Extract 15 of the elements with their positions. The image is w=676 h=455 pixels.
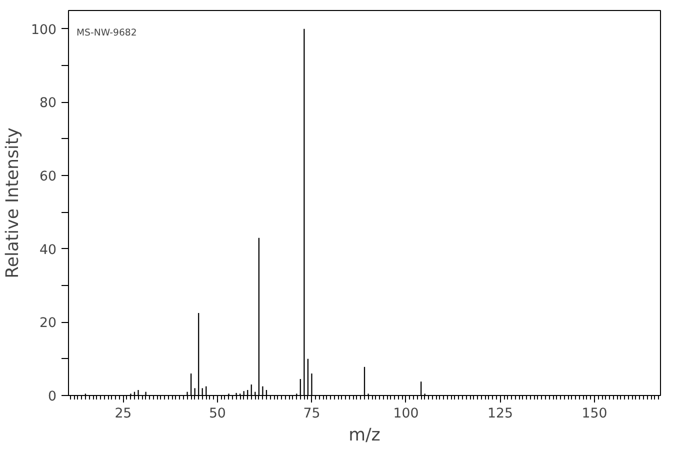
x-tick-label: 50 — [208, 406, 226, 422]
x-tick-label: 125 — [488, 406, 513, 422]
x-tick-label: 25 — [114, 406, 132, 422]
y-tick-label: 80 — [40, 96, 57, 112]
x-tick-label: 100 — [393, 406, 419, 422]
y-tick-label: 20 — [40, 316, 57, 332]
x-axis-title: m/z — [348, 426, 380, 446]
annotation: MS-NW-9682 — [76, 28, 137, 38]
y-tick-label: 60 — [40, 170, 57, 184]
y-tick-label: 40 — [40, 242, 57, 258]
x-tick-label: 150 — [582, 406, 608, 422]
y-tick-label: 100 — [31, 22, 57, 38]
x-tick-label: 75 — [303, 406, 320, 422]
y-axis-title: Relative Intensity — [3, 128, 24, 278]
y-tick-label: 0 — [48, 390, 57, 404]
